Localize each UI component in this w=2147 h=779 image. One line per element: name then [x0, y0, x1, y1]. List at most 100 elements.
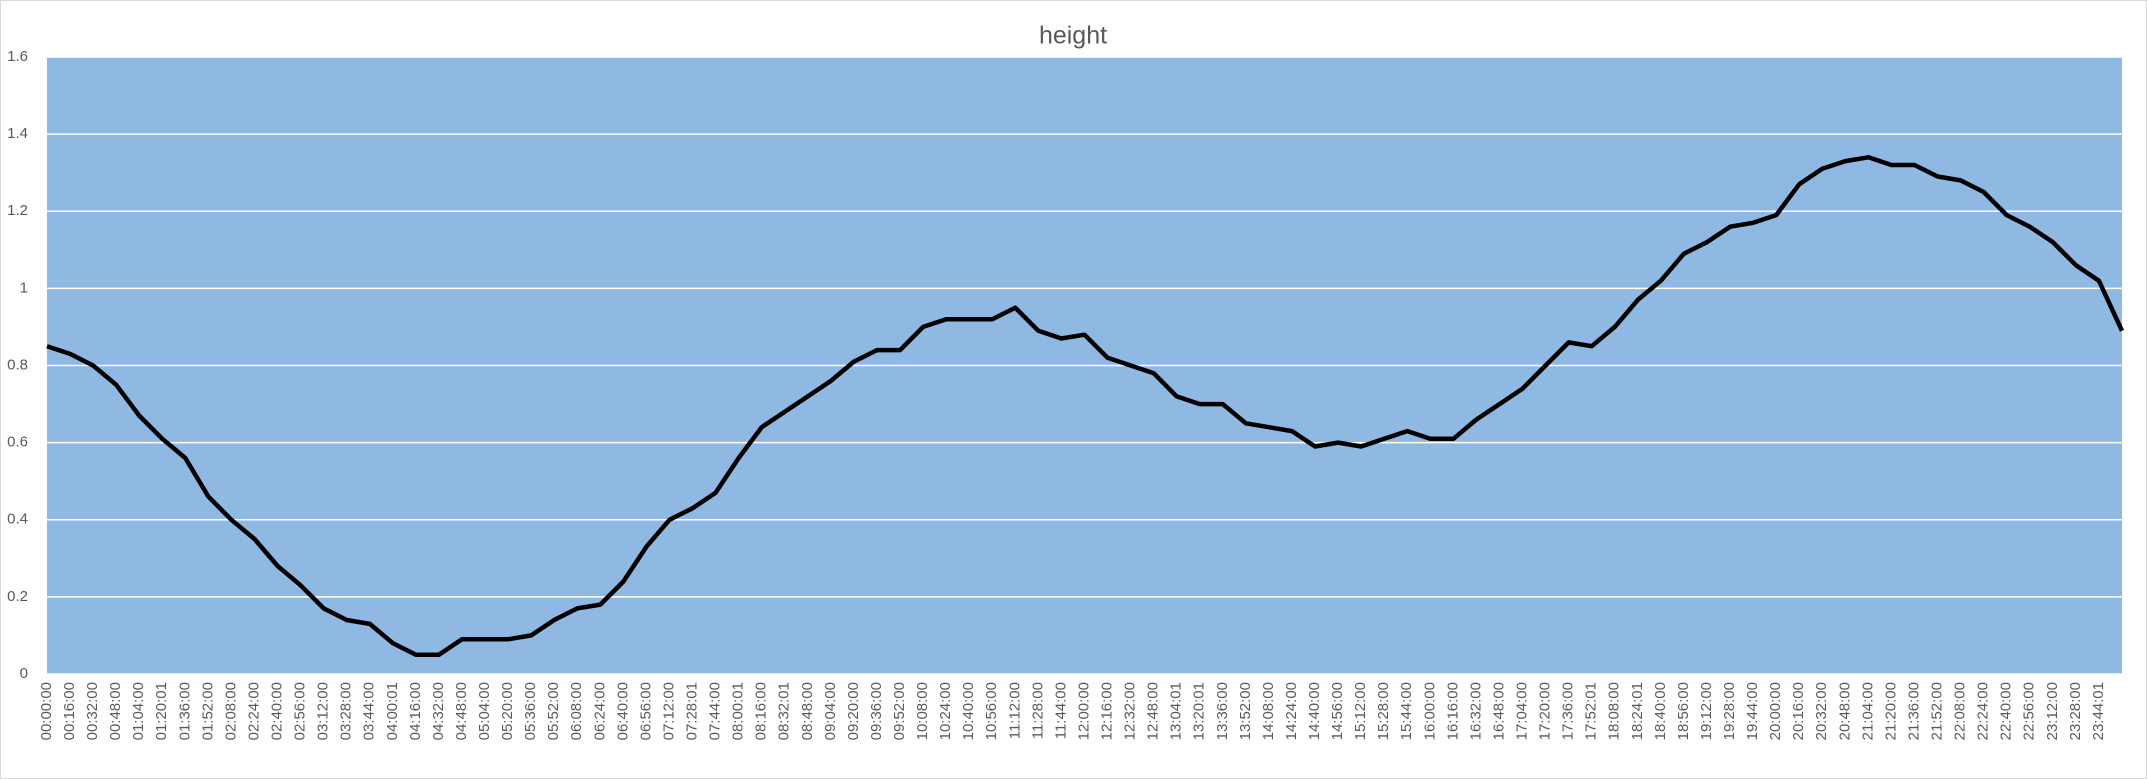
data-line — [46, 155, 2125, 657]
x-tick-label: 15:28:00 — [1375, 682, 1392, 740]
y-tick-label: 1.4 — [7, 125, 28, 142]
x-tick-label: 17:36:00 — [1560, 682, 1577, 740]
x-tick-label: 07:12:00 — [660, 682, 677, 740]
x-tick-label: 02:40:00 — [269, 682, 286, 740]
x-tick-label: 09:20:00 — [845, 682, 862, 740]
x-tick-label: 00:32:00 — [84, 682, 101, 740]
y-tick-label: 0.4 — [7, 511, 28, 528]
x-tick-label: 16:16:00 — [1444, 682, 1461, 740]
x-tick-label: 20:00:00 — [1767, 682, 1784, 740]
x-tick-label: 18:40:00 — [1652, 682, 1669, 740]
x-tick-label: 10:24:00 — [937, 682, 954, 740]
x-tick-label: 11:28:00 — [1029, 682, 1046, 739]
y-tick-label: 0.8 — [7, 356, 28, 373]
y-tick-label: 0.2 — [7, 588, 28, 605]
x-tick-label: 21:04:00 — [1859, 682, 1876, 740]
x-tick-label: 02:08:00 — [222, 682, 239, 740]
x-tick-label: 01:20:01 — [153, 682, 170, 740]
x-tick-label: 05:52:00 — [545, 682, 562, 740]
x-tick-label: 17:52:01 — [1583, 682, 1600, 740]
x-tick-label: 06:24:00 — [591, 682, 608, 740]
x-tick-label: 03:44:00 — [361, 682, 378, 740]
y-tick-label: 0 — [20, 665, 28, 682]
x-tick-label: 08:48:00 — [799, 682, 816, 740]
x-tick-label: 03:12:00 — [315, 682, 332, 740]
x-tick-label: 02:24:00 — [245, 682, 262, 740]
x-tick-label: 07:28:01 — [684, 682, 701, 740]
x-tick-label: 03:28:00 — [338, 682, 355, 740]
x-tick-label: 00:16:00 — [61, 682, 78, 740]
x-tick-label: 00:48:00 — [107, 682, 124, 740]
x-tick-label: 19:12:00 — [1698, 682, 1715, 740]
x-tick-label: 04:16:00 — [407, 682, 424, 740]
y-tick-label: 1 — [20, 279, 28, 296]
x-tick-label: 12:48:00 — [1145, 682, 1162, 740]
x-tick-label: 06:08:00 — [568, 682, 585, 740]
x-tick-label: 13:04:01 — [1168, 682, 1185, 740]
x-tick-label: 22:40:00 — [1998, 682, 2015, 740]
x-tick-label: 01:04:00 — [130, 682, 147, 740]
x-tick-label: 19:44:00 — [1744, 682, 1761, 740]
x-tick-label: 15:12:00 — [1352, 682, 1369, 740]
x-tick-label: 23:12:00 — [2044, 682, 2061, 740]
x-tick-label: 05:04:00 — [476, 682, 493, 740]
x-tick-label: 21:52:00 — [1929, 682, 1946, 740]
x-tick-label: 22:56:00 — [2021, 682, 2038, 740]
x-tick-label: 12:00:00 — [1075, 682, 1092, 740]
x-tick-label: 21:20:00 — [1882, 682, 1899, 740]
x-tick-label: 15:44:00 — [1398, 682, 1415, 740]
x-tick-label: 09:04:00 — [822, 682, 839, 740]
x-tick-label: 13:20:01 — [1191, 682, 1208, 740]
y-tick-label: 1.2 — [7, 202, 28, 219]
x-tick-label: 14:40:00 — [1306, 682, 1323, 740]
x-tick-label: 10:40:00 — [960, 682, 977, 740]
x-tick-label: 02:56:00 — [292, 682, 309, 740]
x-tick-label: 14:08:00 — [1260, 682, 1277, 740]
x-tick-label: 23:28:00 — [2067, 682, 2084, 740]
x-tick-label: 16:32:00 — [1467, 682, 1484, 740]
x-tick-label: 00:00:00 — [38, 682, 55, 740]
x-tick-label: 12:16:00 — [1099, 682, 1116, 740]
y-tick-label: 1.6 — [7, 48, 28, 65]
x-tick-label: 06:40:00 — [614, 682, 631, 740]
x-tick-label: 10:08:00 — [914, 682, 931, 740]
x-tick-label: 08:32:01 — [776, 682, 793, 740]
x-tick-label: 12:32:00 — [1122, 682, 1139, 740]
x-tick-label: 18:24:01 — [1629, 682, 1646, 740]
x-tick-label: 06:56:00 — [637, 682, 654, 740]
x-tick-label: 13:36:00 — [1214, 682, 1231, 740]
x-tick-label: 14:56:00 — [1329, 682, 1346, 740]
x-tick-label: 18:56:00 — [1675, 682, 1692, 740]
x-tick-label: 04:32:00 — [430, 682, 447, 740]
x-tick-label: 05:36:00 — [522, 682, 539, 740]
x-tick-label: 08:00:01 — [730, 682, 747, 740]
x-tick-label: 11:44:00 — [1052, 682, 1069, 739]
x-tick-label: 01:36:00 — [176, 682, 193, 740]
x-tick-label: 14:24:00 — [1283, 682, 1300, 740]
x-tick-label: 08:16:00 — [753, 682, 770, 740]
x-tick-label: 17:20:00 — [1537, 682, 1554, 740]
x-tick-label: 19:28:00 — [1721, 682, 1738, 740]
x-tick-label: 04:00:01 — [384, 682, 401, 740]
x-tick-label: 09:52:00 — [891, 682, 908, 740]
x-tick-label: 16:00:00 — [1421, 682, 1438, 740]
x-tick-label: 20:16:00 — [1790, 682, 1807, 740]
x-tick-label: 22:08:00 — [1952, 682, 1969, 740]
x-tick-label: 10:56:00 — [983, 682, 1000, 740]
x-tick-label: 20:32:00 — [1813, 682, 1830, 740]
x-tick-label: 09:36:00 — [868, 682, 885, 740]
x-tick-label: 21:36:00 — [1905, 682, 1922, 740]
x-tick-label: 04:48:00 — [453, 682, 470, 740]
x-tick-label: 11:12:00 — [1006, 682, 1023, 739]
y-tick-label: 0.6 — [7, 434, 28, 451]
x-tick-label: 22:24:00 — [1975, 682, 1992, 740]
x-tick-label: 23:44:01 — [2090, 682, 2107, 740]
x-tick-label: 16:48:00 — [1490, 682, 1507, 740]
x-tick-label: 13:52:00 — [1237, 682, 1254, 740]
x-tick-label: 17:04:00 — [1514, 682, 1531, 740]
x-tick-label: 05:20:00 — [499, 682, 516, 740]
x-tick-label: 07:44:00 — [707, 682, 724, 740]
chart-title: height — [1039, 22, 1107, 50]
x-tick-label: 01:52:00 — [199, 682, 216, 740]
